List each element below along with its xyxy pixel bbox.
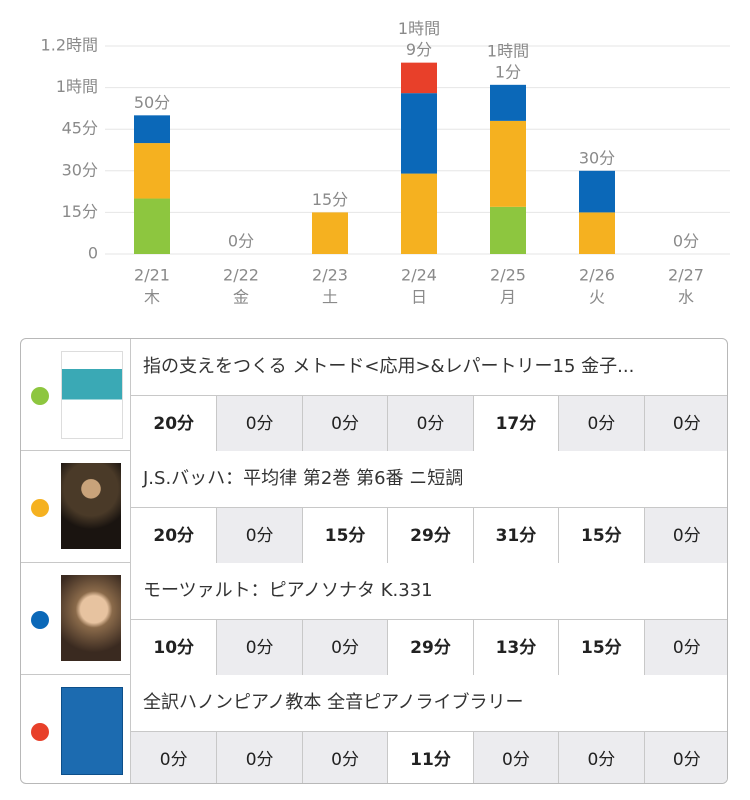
total-label: 50分 <box>134 93 170 112</box>
x-weekday-label: 木 <box>144 288 160 307</box>
day-duration: 10分 <box>131 619 217 675</box>
day-duration: 0分 <box>643 507 727 563</box>
day-duration: 20分 <box>131 395 217 451</box>
x-tick-label: 2/23 <box>312 266 348 285</box>
day-duration: 29分 <box>387 507 473 563</box>
day-duration: 0分 <box>131 731 217 783</box>
y-tick-label: 15分 <box>62 202 98 221</box>
day-duration: 17分 <box>472 395 559 451</box>
bar-segment <box>490 206 526 254</box>
piece-color-dot <box>31 499 49 517</box>
total-label: 15分 <box>312 190 348 209</box>
piece-image-cell <box>21 451 131 563</box>
bar-segment <box>490 120 526 207</box>
day-duration: 0分 <box>643 619 727 675</box>
x-weekday-label: 月 <box>500 288 516 307</box>
piece-title: モーツァルト：ピアノソナタ K.331 <box>143 580 433 601</box>
piece-image-cell <box>21 563 131 675</box>
day-duration: 15分 <box>558 619 644 675</box>
piece-image-cell <box>21 339 131 451</box>
piece-title: 指の支えをつくる メトード<応用>&レパートリー15 金子... <box>143 356 635 377</box>
y-tick-label: 30分 <box>62 160 98 179</box>
piece-row: J.S.バッハ：平均律 第2巻 第6番 ニ短調 20分 0分 15分 29分 31分 15分… <box>21 451 727 563</box>
x-tick-label: 2/26 <box>579 266 615 285</box>
day-duration: 0分 <box>216 619 302 675</box>
bar-segment <box>401 173 437 254</box>
bar-segment <box>134 143 170 199</box>
day-duration: 0分 <box>216 395 302 451</box>
total-label: 1時間 <box>487 41 529 60</box>
y-tick-label: 1時間 <box>56 77 98 96</box>
bar-segment <box>401 93 437 174</box>
y-tick-label: 1.2時間 <box>41 36 98 55</box>
piece-row: 指の支えをつくる メトード<応用>&レパートリー15 金子... 20分 0分 0分 0… <box>21 339 727 451</box>
y-tick-label: 0 <box>88 244 98 263</box>
total-label: 0分 <box>673 232 699 251</box>
x-weekday-label: 水 <box>678 288 694 307</box>
piece-table: 指の支えをつくる メトード<応用>&レパートリー15 金子... 20分 0分 0分 0… <box>20 338 728 784</box>
x-weekday-label: 火 <box>589 288 605 307</box>
x-tick-label: 2/27 <box>668 266 704 285</box>
day-duration: 20分 <box>131 507 217 563</box>
piece-color-dot <box>31 611 49 629</box>
x-weekday-label: 土 <box>322 288 338 307</box>
piece-thumbnail <box>61 351 123 439</box>
piece-row: モーツァルト：ピアノソナタ K.331 10分 0分 0分 29分 13分 15分 0分 <box>21 563 727 675</box>
bar-segment <box>579 212 615 254</box>
x-tick-label: 2/21 <box>134 266 170 285</box>
bar-segment <box>134 198 170 254</box>
piece-thumbnail <box>61 575 121 661</box>
day-duration: 15分 <box>301 507 388 563</box>
piece-thumbnail <box>61 687 123 775</box>
day-duration: 0分 <box>216 731 302 783</box>
y-tick-label: 45分 <box>62 119 98 138</box>
piece-color-dot <box>31 387 49 405</box>
total-label: 1分 <box>495 62 521 81</box>
bar-segment <box>401 62 437 94</box>
day-duration: 0分 <box>301 395 388 451</box>
bar-segment <box>312 212 348 254</box>
x-weekday-label: 日 <box>411 288 427 307</box>
day-duration: 31分 <box>472 507 559 563</box>
day-duration: 13分 <box>472 619 559 675</box>
day-duration: 0分 <box>301 731 388 783</box>
day-duration: 0分 <box>216 507 302 563</box>
day-duration: 0分 <box>472 731 559 783</box>
x-tick-label: 2/22 <box>223 266 259 285</box>
day-duration: 0分 <box>558 731 644 783</box>
total-label: 30分 <box>579 148 615 167</box>
day-duration: 11分 <box>387 731 473 783</box>
day-duration: 0分 <box>643 731 727 783</box>
piece-image-cell <box>21 675 131 783</box>
chart: 0 15分 30分 45分 1時間 1.2時間 50分 2/21 木 0分 2/22 金 15分 2/23… <box>41 19 730 307</box>
piece-row: 全訳ハノンピアノ教本 全音ピアノライブラリー 0分 0分 0分 11分 0分 0分 0分 <box>21 675 727 783</box>
day-duration: 0分 <box>301 619 388 675</box>
x-tick-label: 2/25 <box>490 266 526 285</box>
day-duration: 29分 <box>387 619 473 675</box>
bar-segment <box>490 84 526 121</box>
piece-thumbnail <box>61 463 121 549</box>
piece-color-dot <box>31 723 49 741</box>
day-duration: 0分 <box>558 395 644 451</box>
day-duration: 0分 <box>387 395 473 451</box>
piece-title: 全訳ハノンピアノ教本 全音ピアノライブラリー <box>143 692 524 713</box>
piece-title: J.S.バッハ：平均律 第2巻 第6番 ニ短調 <box>143 468 464 489</box>
bar-segment <box>134 115 170 144</box>
day-duration: 0分 <box>643 395 727 451</box>
total-label: 9分 <box>406 40 432 59</box>
total-label: 1時間 <box>398 19 440 38</box>
x-weekday-label: 金 <box>233 288 249 307</box>
total-label: 0分 <box>228 232 254 251</box>
day-duration: 15分 <box>558 507 644 563</box>
x-tick-label: 2/24 <box>401 266 437 285</box>
bar-segment <box>579 170 615 213</box>
